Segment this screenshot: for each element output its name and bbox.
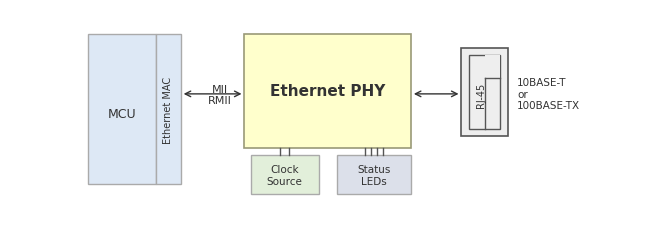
Text: Ethernet MAC: Ethernet MAC — [163, 76, 174, 143]
Text: 10BASE-T
or
100BASE-TX: 10BASE-T or 100BASE-TX — [517, 78, 581, 111]
Bar — [244, 35, 411, 148]
Bar — [485, 56, 500, 79]
Text: Ethernet PHY: Ethernet PHY — [270, 84, 385, 99]
Text: RJ-45: RJ-45 — [476, 82, 486, 107]
Bar — [251, 156, 319, 194]
Text: RMII: RMII — [208, 96, 232, 106]
Bar — [156, 35, 181, 184]
Text: MII: MII — [212, 85, 228, 95]
Text: Clock
Source: Clock Source — [266, 164, 302, 186]
Text: MCU: MCU — [108, 107, 136, 120]
Text: Status
LEDs: Status LEDs — [357, 164, 390, 186]
Bar — [462, 48, 508, 137]
Bar — [469, 56, 500, 129]
Bar — [338, 156, 411, 194]
Bar — [88, 35, 156, 184]
